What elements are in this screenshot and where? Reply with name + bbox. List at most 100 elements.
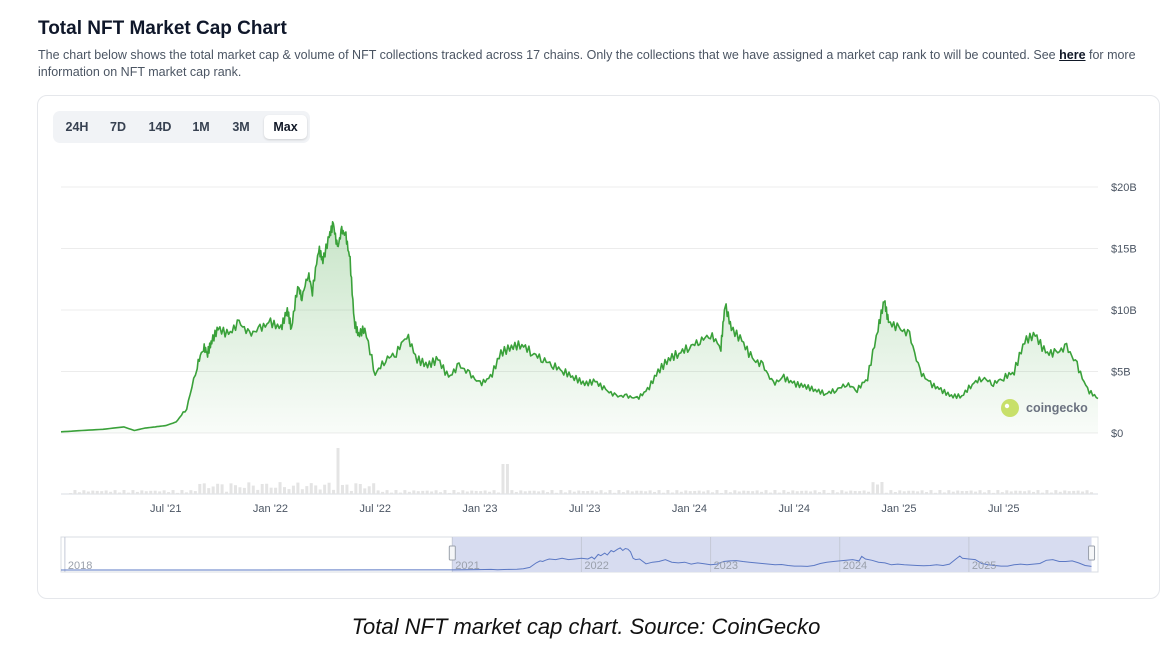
- volume-bar: [242, 487, 246, 494]
- volume-bar: [1036, 490, 1040, 494]
- volume-bar: [938, 490, 942, 494]
- volume-bar: [742, 490, 746, 494]
- volume-bar: [126, 492, 130, 494]
- market-cap-area: [61, 221, 1098, 433]
- navigator-year-label: 2025: [972, 560, 996, 572]
- x-axis-ticks: Jul '21 Jan '22 Jul '22 Jan '23 Jul '23 Jan '…: [150, 503, 1019, 515]
- volume-bar: [577, 490, 581, 494]
- here-link[interactable]: here: [1059, 48, 1086, 62]
- volume-bar: [523, 491, 527, 494]
- volume-bar: [265, 483, 269, 494]
- range-tab-max[interactable]: Max: [264, 115, 307, 139]
- volume-bar: [1014, 490, 1018, 494]
- volume-bar: [443, 490, 447, 494]
- market-cap-area-group: [60, 221, 1099, 433]
- volume-bar: [679, 491, 683, 494]
- time-range-tabs: 24H 7D 14D 1M 3M Max: [53, 111, 310, 143]
- volume-bar: [546, 492, 550, 494]
- volume-bar: [956, 490, 960, 494]
- volume-bar: [269, 487, 273, 494]
- volume-bar: [875, 484, 879, 494]
- navigator-series-line: [60, 547, 1092, 571]
- x-tick-label: Jul '21: [150, 503, 181, 515]
- range-tab-1m[interactable]: 1M: [192, 120, 210, 134]
- volume-bar: [69, 493, 72, 494]
- volume-bar: [697, 490, 701, 494]
- volume-bar: [920, 490, 924, 494]
- y-tick-label: $20B: [1111, 182, 1137, 194]
- volume-bar: [666, 490, 670, 494]
- navigator-handle-left[interactable]: [448, 545, 456, 561]
- volume-bar: [318, 489, 322, 494]
- volume-bar: [363, 488, 367, 494]
- volume-bar: [626, 490, 630, 494]
- x-tick-label: Jul '23: [569, 503, 600, 515]
- volume-bar: [599, 490, 603, 494]
- volume-bar: [447, 492, 451, 494]
- volume-bar: [933, 492, 937, 494]
- volume-bar: [274, 487, 278, 494]
- volume-bar: [661, 492, 665, 494]
- volume-bar: [804, 490, 808, 494]
- volume-bar: [100, 491, 104, 494]
- volume-bar: [951, 491, 955, 494]
- volume-bar: [684, 490, 688, 494]
- volume-bar: [969, 490, 973, 494]
- volume-bar: [256, 489, 260, 494]
- volume-bar: [791, 490, 795, 494]
- volume-bar: [430, 491, 434, 494]
- volume-bar: [755, 490, 759, 494]
- volume-bar: [91, 490, 95, 494]
- volume-bar: [715, 490, 719, 494]
- range-tab-14d[interactable]: 14D: [148, 120, 172, 134]
- volume-bar: [818, 492, 822, 494]
- volume-bar: [309, 483, 313, 494]
- volume-bar: [554, 492, 558, 494]
- navigator-selected-range[interactable]: [452, 537, 1092, 572]
- navigator-year-label: 2021: [455, 560, 479, 572]
- volume-bar: [991, 492, 995, 494]
- range-navigator[interactable]: 2018 2021 2022 2023 2024 2025: [60, 536, 1099, 573]
- range-tab-7d[interactable]: 7D: [110, 120, 126, 134]
- volume-bar: [184, 492, 188, 494]
- volume-bar: [858, 491, 862, 494]
- volume-bar: [1023, 491, 1027, 494]
- volume-bar: [229, 483, 233, 494]
- volume-bar: [706, 490, 710, 494]
- volume-bar: [113, 490, 117, 494]
- volume-bar: [452, 490, 456, 494]
- volume-bar: [711, 492, 715, 494]
- x-tick-label: Jan '25: [881, 503, 916, 515]
- volume-bar: [483, 490, 487, 494]
- volume-bar: [826, 492, 830, 494]
- volume-bar: [140, 490, 144, 494]
- x-tick-label: Jan '22: [253, 503, 288, 515]
- volume-bar: [733, 490, 737, 494]
- volume-bar: [398, 492, 402, 494]
- volume-bar: [202, 483, 206, 494]
- volume-bar: [305, 486, 309, 494]
- volume-bar: [1049, 492, 1053, 494]
- coingecko-logo-icon: [1001, 399, 1019, 417]
- volume-bar: [893, 491, 897, 494]
- x-tick-label: Jan '24: [672, 503, 707, 515]
- range-tab-24h[interactable]: 24H: [65, 120, 89, 134]
- volume-bar: [376, 490, 380, 494]
- x-tick-label: Jul '24: [779, 503, 810, 515]
- volume-bar: [109, 491, 113, 494]
- volume-bar: [644, 491, 648, 494]
- volume-bar: [327, 482, 331, 494]
- volume-bar: [1072, 490, 1076, 494]
- volume-bar: [372, 483, 376, 494]
- range-tab-3m[interactable]: 3M: [232, 120, 250, 134]
- volume-bar: [135, 491, 139, 494]
- volume-bar: [595, 491, 599, 494]
- navigator-handle-right[interactable]: [1088, 545, 1096, 561]
- volume-bar: [880, 482, 884, 494]
- volume-bar: [800, 490, 804, 494]
- volume-bar: [929, 490, 933, 494]
- volume-bar: [501, 464, 505, 494]
- volume-bar: [104, 490, 108, 494]
- volume-bar: [1045, 490, 1049, 494]
- volume-bar: [795, 491, 799, 494]
